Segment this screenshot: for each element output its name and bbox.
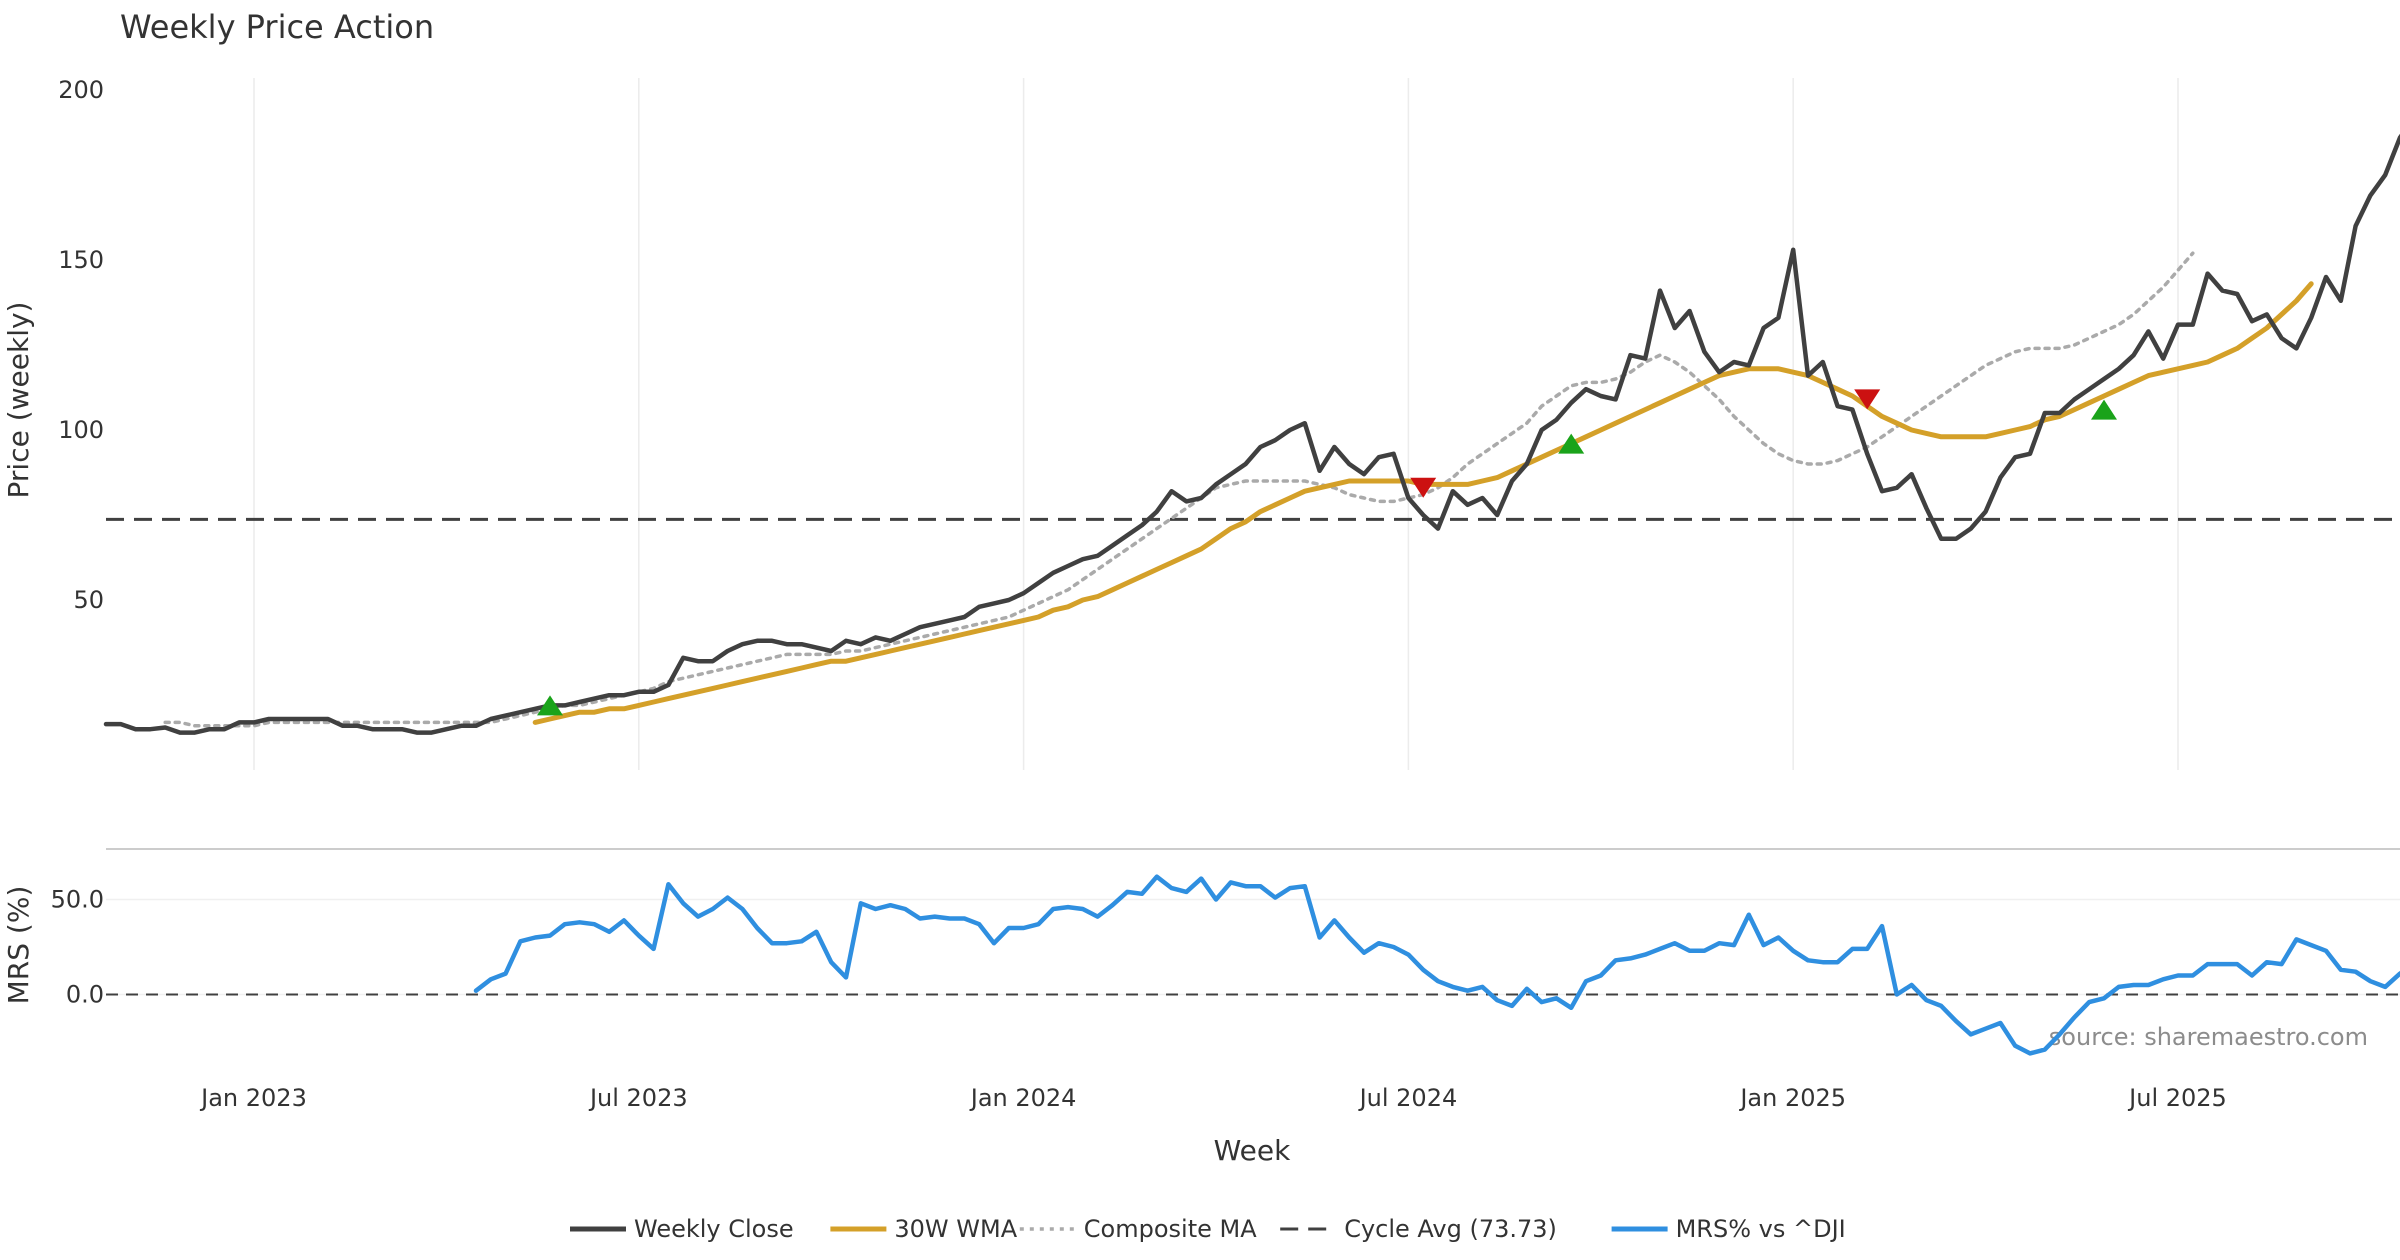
x-tick-label-jan-2025: Jan 2025 xyxy=(1738,1084,1846,1112)
sell-signal-marker-4 xyxy=(1854,389,1881,410)
reference-lines xyxy=(106,517,2400,996)
source-annotation: source: sharemaestro.com xyxy=(2049,1023,2368,1051)
series-line-weekly-close xyxy=(103,133,2400,735)
buy-signal-marker-5 xyxy=(2091,399,2117,420)
mrs-y-tick-0-0: 0.0 xyxy=(66,981,104,1009)
buy-signal-marker-3 xyxy=(1558,433,1585,454)
series-lines xyxy=(103,133,2400,1056)
legend-label-mrs-vs-dji: MRS% vs ^DJI xyxy=(1676,1215,1846,1243)
price-y-tick-150: 150 xyxy=(58,246,104,274)
x-tick-label-jul-2023: Jul 2023 xyxy=(588,1084,688,1112)
legend-item-composite-ma: Composite MA xyxy=(1019,1215,1257,1243)
buy-signal-marker-1 xyxy=(537,695,563,716)
price-y-axis-label: Price (weekly) xyxy=(2,302,35,499)
chart-title: Weekly Price Action xyxy=(120,8,434,46)
legend: Weekly Close 30W WMA Composite MA Cycle Avg… xyxy=(570,1215,1846,1243)
legend-item-30w-wma: 30W WMA xyxy=(830,1215,1018,1243)
mrs-y-axis-label: MRS (%) xyxy=(2,886,35,1005)
grid-layer xyxy=(106,78,2400,996)
x-axis-label: Week xyxy=(1214,1134,1291,1167)
x-tick-label-jul-2025: Jul 2025 xyxy=(2127,1084,2227,1112)
legend-label-30w-wma: 30W WMA xyxy=(894,1215,1017,1243)
series-line-composite-ma xyxy=(163,251,2195,728)
legend-label-composite-ma: Composite MA xyxy=(1084,1215,1257,1243)
mrs-y-tick-50-0: 50.0 xyxy=(51,886,104,914)
price-y-tick-50: 50 xyxy=(73,586,104,614)
x-tick-label-jan-2024: Jan 2024 xyxy=(969,1084,1077,1112)
legend-item-mrs-vs-dji: MRS% vs ^DJI xyxy=(1611,1215,1846,1243)
legend-label-cycle-avg-73-73: Cycle Avg (73.73) xyxy=(1344,1215,1557,1243)
series-line-mrs-vs-dji xyxy=(473,874,2400,1056)
legend-item-cycle-avg-73-73: Cycle Avg (73.73) xyxy=(1280,1215,1557,1243)
x-tick-label-jul-2024: Jul 2024 xyxy=(1358,1084,1458,1112)
signal-markers xyxy=(537,389,2117,716)
price-y-tick-100: 100 xyxy=(58,416,104,444)
tick-labels: Jan 2023 Jul 2023 Jan 2024 Jul 2024 Jan 2025… xyxy=(51,76,2227,1112)
sell-signal-marker-2 xyxy=(1410,477,1437,498)
x-tick-label-jan-2023: Jan 2023 xyxy=(199,1084,307,1112)
legend-label-weekly-close: Weekly Close xyxy=(634,1215,794,1243)
price-y-tick-200: 200 xyxy=(58,76,104,104)
legend-item-weekly-close: Weekly Close xyxy=(570,1215,794,1243)
